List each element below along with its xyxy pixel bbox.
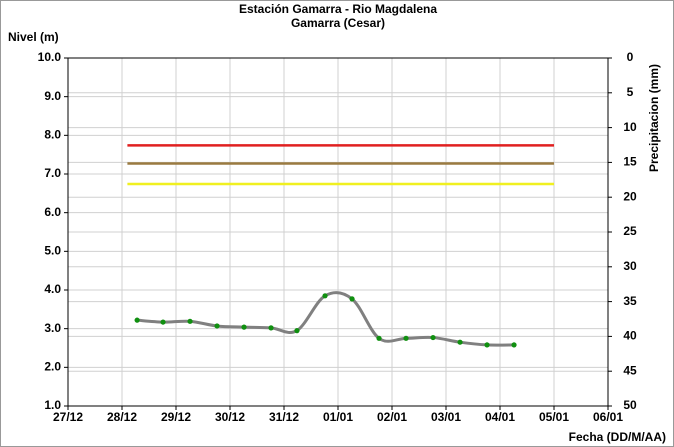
x-tick-label: 05/01 bbox=[539, 410, 569, 424]
y2-tick-label: 15 bbox=[623, 155, 637, 169]
data-point bbox=[241, 324, 247, 330]
y-tick-label: 5.0 bbox=[44, 244, 61, 258]
data-point bbox=[268, 325, 274, 331]
data-point bbox=[511, 342, 517, 348]
y2-tick-label: 50 bbox=[623, 398, 637, 412]
x-tick-label: 02/01 bbox=[377, 410, 407, 424]
data-point bbox=[376, 335, 382, 341]
x-tick-label: 30/12 bbox=[215, 410, 245, 424]
y-tick-label: 2.0 bbox=[44, 360, 61, 374]
data-point bbox=[484, 342, 490, 348]
chart-title: Estación Gamarra - Rio Magdalena bbox=[239, 2, 437, 16]
y2-tick-label: 0 bbox=[627, 50, 634, 64]
y2-axis-label: Precipitacion (mm) bbox=[647, 64, 661, 172]
x-tick-label: 01/01 bbox=[323, 410, 353, 424]
y-tick-label: 9.0 bbox=[44, 89, 61, 103]
data-point bbox=[349, 296, 355, 302]
x-tick-label: 04/01 bbox=[485, 410, 515, 424]
y-axis-label: Nivel (m) bbox=[8, 30, 59, 44]
y-tick-label: 4.0 bbox=[44, 282, 61, 296]
y-tick-label: 10.0 bbox=[38, 50, 62, 64]
chart-subtitle: Gamarra (Cesar) bbox=[291, 16, 385, 30]
data-point bbox=[403, 335, 409, 341]
data-point bbox=[187, 318, 193, 324]
x-tick-label: 31/12 bbox=[269, 410, 299, 424]
x-tick-label: 28/12 bbox=[107, 410, 137, 424]
data-point bbox=[322, 293, 328, 299]
y2-tick-label: 45 bbox=[623, 363, 637, 377]
data-point bbox=[134, 317, 140, 323]
y2-tick-label: 30 bbox=[623, 259, 637, 273]
data-point bbox=[160, 319, 166, 325]
y2-tick-label: 40 bbox=[623, 329, 637, 343]
y-tick-label: 7.0 bbox=[44, 166, 61, 180]
y-tick-label: 6.0 bbox=[44, 205, 61, 219]
plot-border bbox=[67, 57, 609, 407]
x-tick-label: 03/01 bbox=[431, 410, 461, 424]
data-point bbox=[457, 339, 463, 345]
y2-tick-label: 10 bbox=[623, 120, 637, 134]
x-tick-label: 29/12 bbox=[161, 410, 191, 424]
y-tick-label: 1.0 bbox=[44, 398, 61, 412]
y-tick-label: 3.0 bbox=[44, 321, 61, 335]
y2-tick-label: 25 bbox=[623, 224, 637, 238]
y2-tick-label: 20 bbox=[623, 189, 637, 203]
x-tick-label: 27/12 bbox=[53, 410, 83, 424]
y-tick-label: 8.0 bbox=[44, 128, 61, 142]
data-point bbox=[430, 334, 436, 341]
y2-tick-label: 5 bbox=[627, 85, 634, 99]
y2-tick-label: 35 bbox=[623, 294, 637, 308]
data-point bbox=[294, 328, 300, 334]
data-point bbox=[214, 323, 220, 329]
x-axis-label: Fecha (DD/M/AA) bbox=[569, 430, 666, 444]
x-tick-label: 06/01 bbox=[593, 410, 623, 424]
